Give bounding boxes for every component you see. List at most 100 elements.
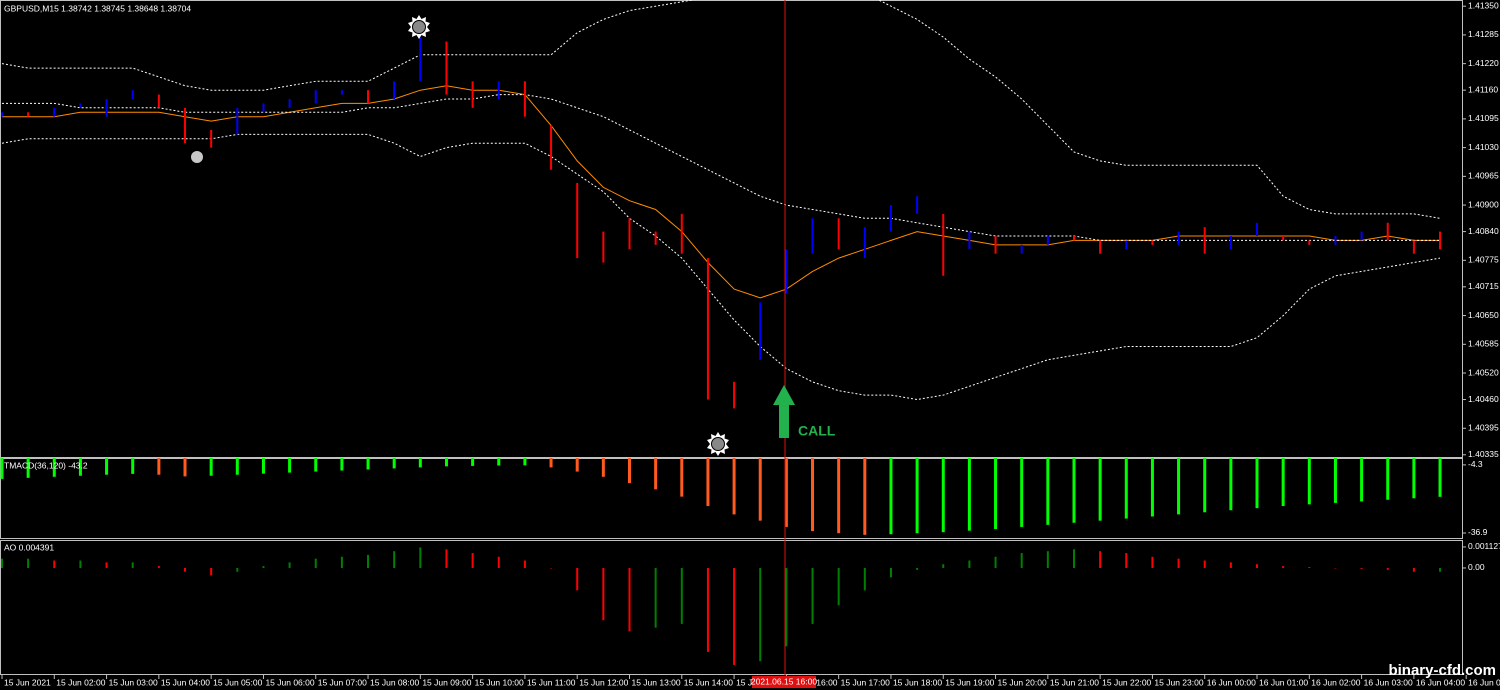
price-bar [1151,240,1154,245]
main-panel-frame [0,0,1463,458]
histogram-bar [575,458,579,472]
histogram-bar [27,558,30,568]
histogram-bar [941,458,945,533]
histogram-bar [79,560,82,568]
histogram-bar [105,458,109,475]
histogram-bar [53,560,56,568]
histogram-bar [994,556,997,568]
histogram-bar [419,547,422,568]
histogram-bar [392,458,396,469]
price-bar [1229,236,1232,250]
price-bar [680,213,683,254]
y-tick-label: 1.40460 [1468,394,1499,404]
price-bar [1360,231,1363,241]
histogram-bar [1150,458,1154,517]
histogram-bar [157,458,161,475]
sun-marker [408,15,430,39]
histogram-bar [314,458,318,472]
histogram-bar [994,458,998,530]
price-bar [1020,244,1023,254]
price-bar [602,231,605,263]
price-bar [759,302,762,360]
x-tick-label: 15 Jun 20:00 [998,677,1047,687]
histogram-bar [131,562,134,568]
histogram-bar [968,560,971,568]
price-bar [523,81,526,117]
price-bar [706,258,709,400]
y-tick-label: 1.40775 [1468,255,1499,265]
histogram-bar [1046,551,1049,568]
price-bar [1125,240,1128,250]
x-tick-label: 15 Jun 19:00 [945,677,994,687]
histogram-bar [706,458,710,507]
price-bar [863,227,866,259]
moving-average-line [2,85,1440,299]
x-tick-label: 15 Jun 14:00 [684,677,733,687]
histogram-bar [366,458,370,470]
bollinger-line [1,133,1441,401]
x-tick-label: 15 Jun 07:00 [318,677,367,687]
histogram-bar [209,458,213,476]
histogram-bar [497,556,500,568]
price-bar [968,231,971,250]
price-bar [340,90,343,95]
y-tick-label: -4.3 [1468,459,1483,469]
histogram-bar [654,458,658,490]
histogram-bar [1020,553,1023,568]
x-tick-label: 15 Jun 18:00 [893,677,942,687]
price-bar [837,218,840,250]
x-tick-label: 15 Jun 04:00 [161,677,210,687]
histogram-bar [471,553,474,568]
price-bar [419,37,422,82]
y-tick-label: 1.41285 [1468,29,1499,39]
histogram-bar [1439,567,1442,572]
histogram-bar [523,458,527,466]
x-tick-label: 15 Jun 11:00 [527,677,576,687]
price-bar [1256,222,1259,237]
price-bar [733,381,736,409]
histogram-bar [1360,567,1363,569]
y-tick-label: 1.40715 [1468,281,1499,291]
y-tick-label: 1.40335 [1468,449,1499,459]
y-tick-label: 1.40840 [1468,226,1499,236]
x-tick-label: 15 Jun 13:00 [631,677,680,687]
histogram-bar [1020,458,1024,527]
histogram-bar [942,564,945,568]
x-tick-label: 16 Jun 05:00 [1468,677,1500,687]
price-bar [0,112,3,117]
price-bar [393,81,396,100]
price-bar [1412,240,1415,254]
histogram-bar [367,554,370,568]
histogram-bar [811,567,814,624]
histogram-bar [1307,458,1311,505]
histogram-bar [680,567,683,624]
histogram-bar [523,560,526,568]
price-bar [1386,222,1389,241]
histogram-bar [26,458,30,478]
histogram-bar [759,567,762,662]
x-tick-label: 15 Jun 02:00 [56,677,105,687]
histogram-bar [863,567,866,591]
histogram-bar [1333,458,1337,503]
histogram-bar [444,458,448,467]
price-bar [1072,236,1075,241]
histogram-bar [1229,562,1232,568]
x-tick-label: 16 Jun 00:00 [1207,677,1256,687]
histogram-bar [1308,567,1311,568]
histogram-bar [1177,458,1181,515]
histogram-bar [1072,549,1075,568]
y-tick-label: 0.00 [1468,562,1485,572]
indicator-plots [0,458,1442,665]
histogram-bar [733,567,736,665]
y-tick-label: -36.9 [1468,527,1488,537]
histogram-bar [1256,564,1259,568]
y-tick-label: 1.40650 [1468,310,1499,320]
histogram-bar [627,458,631,484]
tmacd-panel-frame [0,458,1463,539]
price-bar [1439,231,1442,250]
histogram-bar [445,549,448,568]
histogram-bar [1386,567,1389,570]
price-bar [654,231,657,245]
histogram-bar [1203,560,1206,568]
cursor-time-box [752,676,816,688]
